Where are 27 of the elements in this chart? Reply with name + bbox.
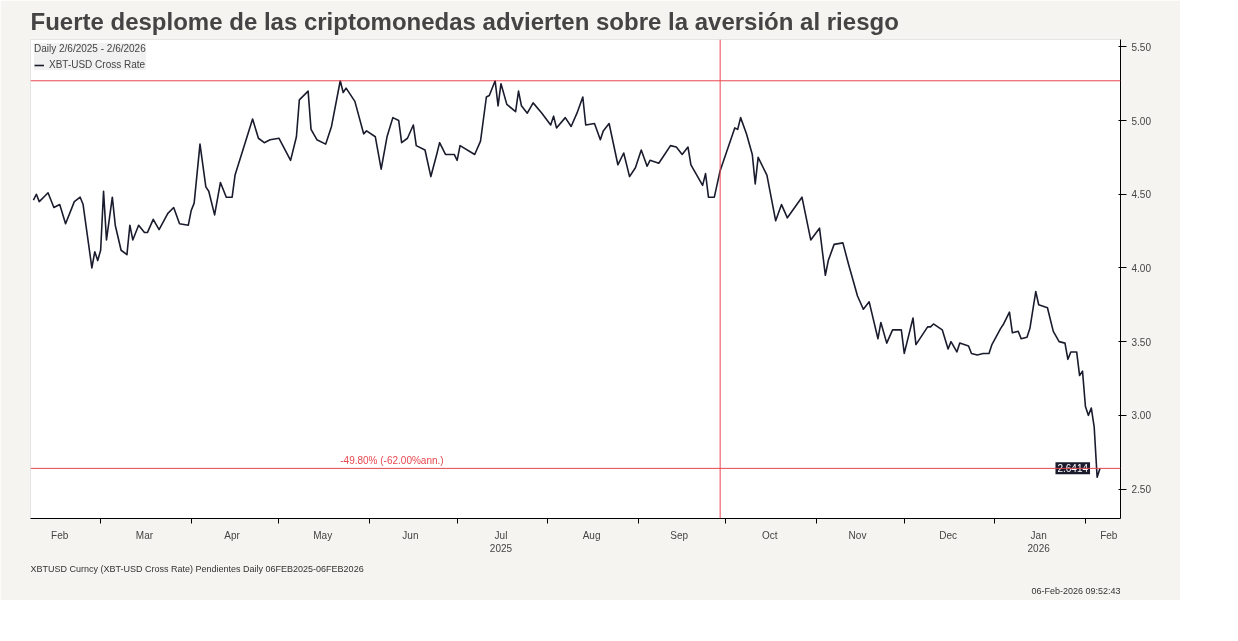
legend-title: Daily 2/6/2025 - 2/6/2026 [34, 43, 146, 54]
y-tick-label: 3.50 [1131, 336, 1152, 348]
text: 06-Feb-2026 09:52:43 [1031, 585, 1121, 596]
y-tick-label: 5.00 [1131, 115, 1152, 127]
x-tick-label: Jul 2025 [489, 529, 513, 554]
x-tick-label: Dec [939, 529, 957, 541]
x-tick-label: Oct [762, 529, 778, 541]
legend-label: XBT-USD Cross Rate [49, 59, 146, 70]
ref-line-label: -49.80% (-62.00%ann.) [340, 455, 444, 467]
chart-title: Fuerte desplome de las criptomonedas advierten sobre la aversión al riesgo [30, 7, 899, 35]
y-tick-label: 2.50 [1131, 484, 1152, 496]
x-tick-label: Jun [402, 529, 419, 541]
x-tick-label: Apr [224, 529, 241, 541]
y-tick-label: 5.50 [1131, 41, 1152, 53]
y-tick-label: 3.00 [1131, 410, 1152, 422]
y-tick-label: 4.00 [1131, 262, 1152, 274]
x-tick-label: Mar [135, 529, 154, 541]
x-tick-label: Jan 2026 [1027, 529, 1051, 554]
text: XBTUSD Curncy (XBT-USD Cross Rate) Pendientes Daily 06FEB2025-06FEB2026 [30, 563, 364, 574]
y-tick-label: 4.50 [1131, 189, 1152, 201]
x-tick-label: Sep [670, 529, 689, 541]
line-series [32, 79, 1101, 479]
x-tick-label: Feb [51, 529, 69, 541]
x-tick-label: Feb [1100, 529, 1118, 541]
x-tick-label: Aug [582, 529, 601, 541]
x-tick-label: Nov [848, 529, 867, 541]
x-tick-label: May [313, 529, 333, 541]
